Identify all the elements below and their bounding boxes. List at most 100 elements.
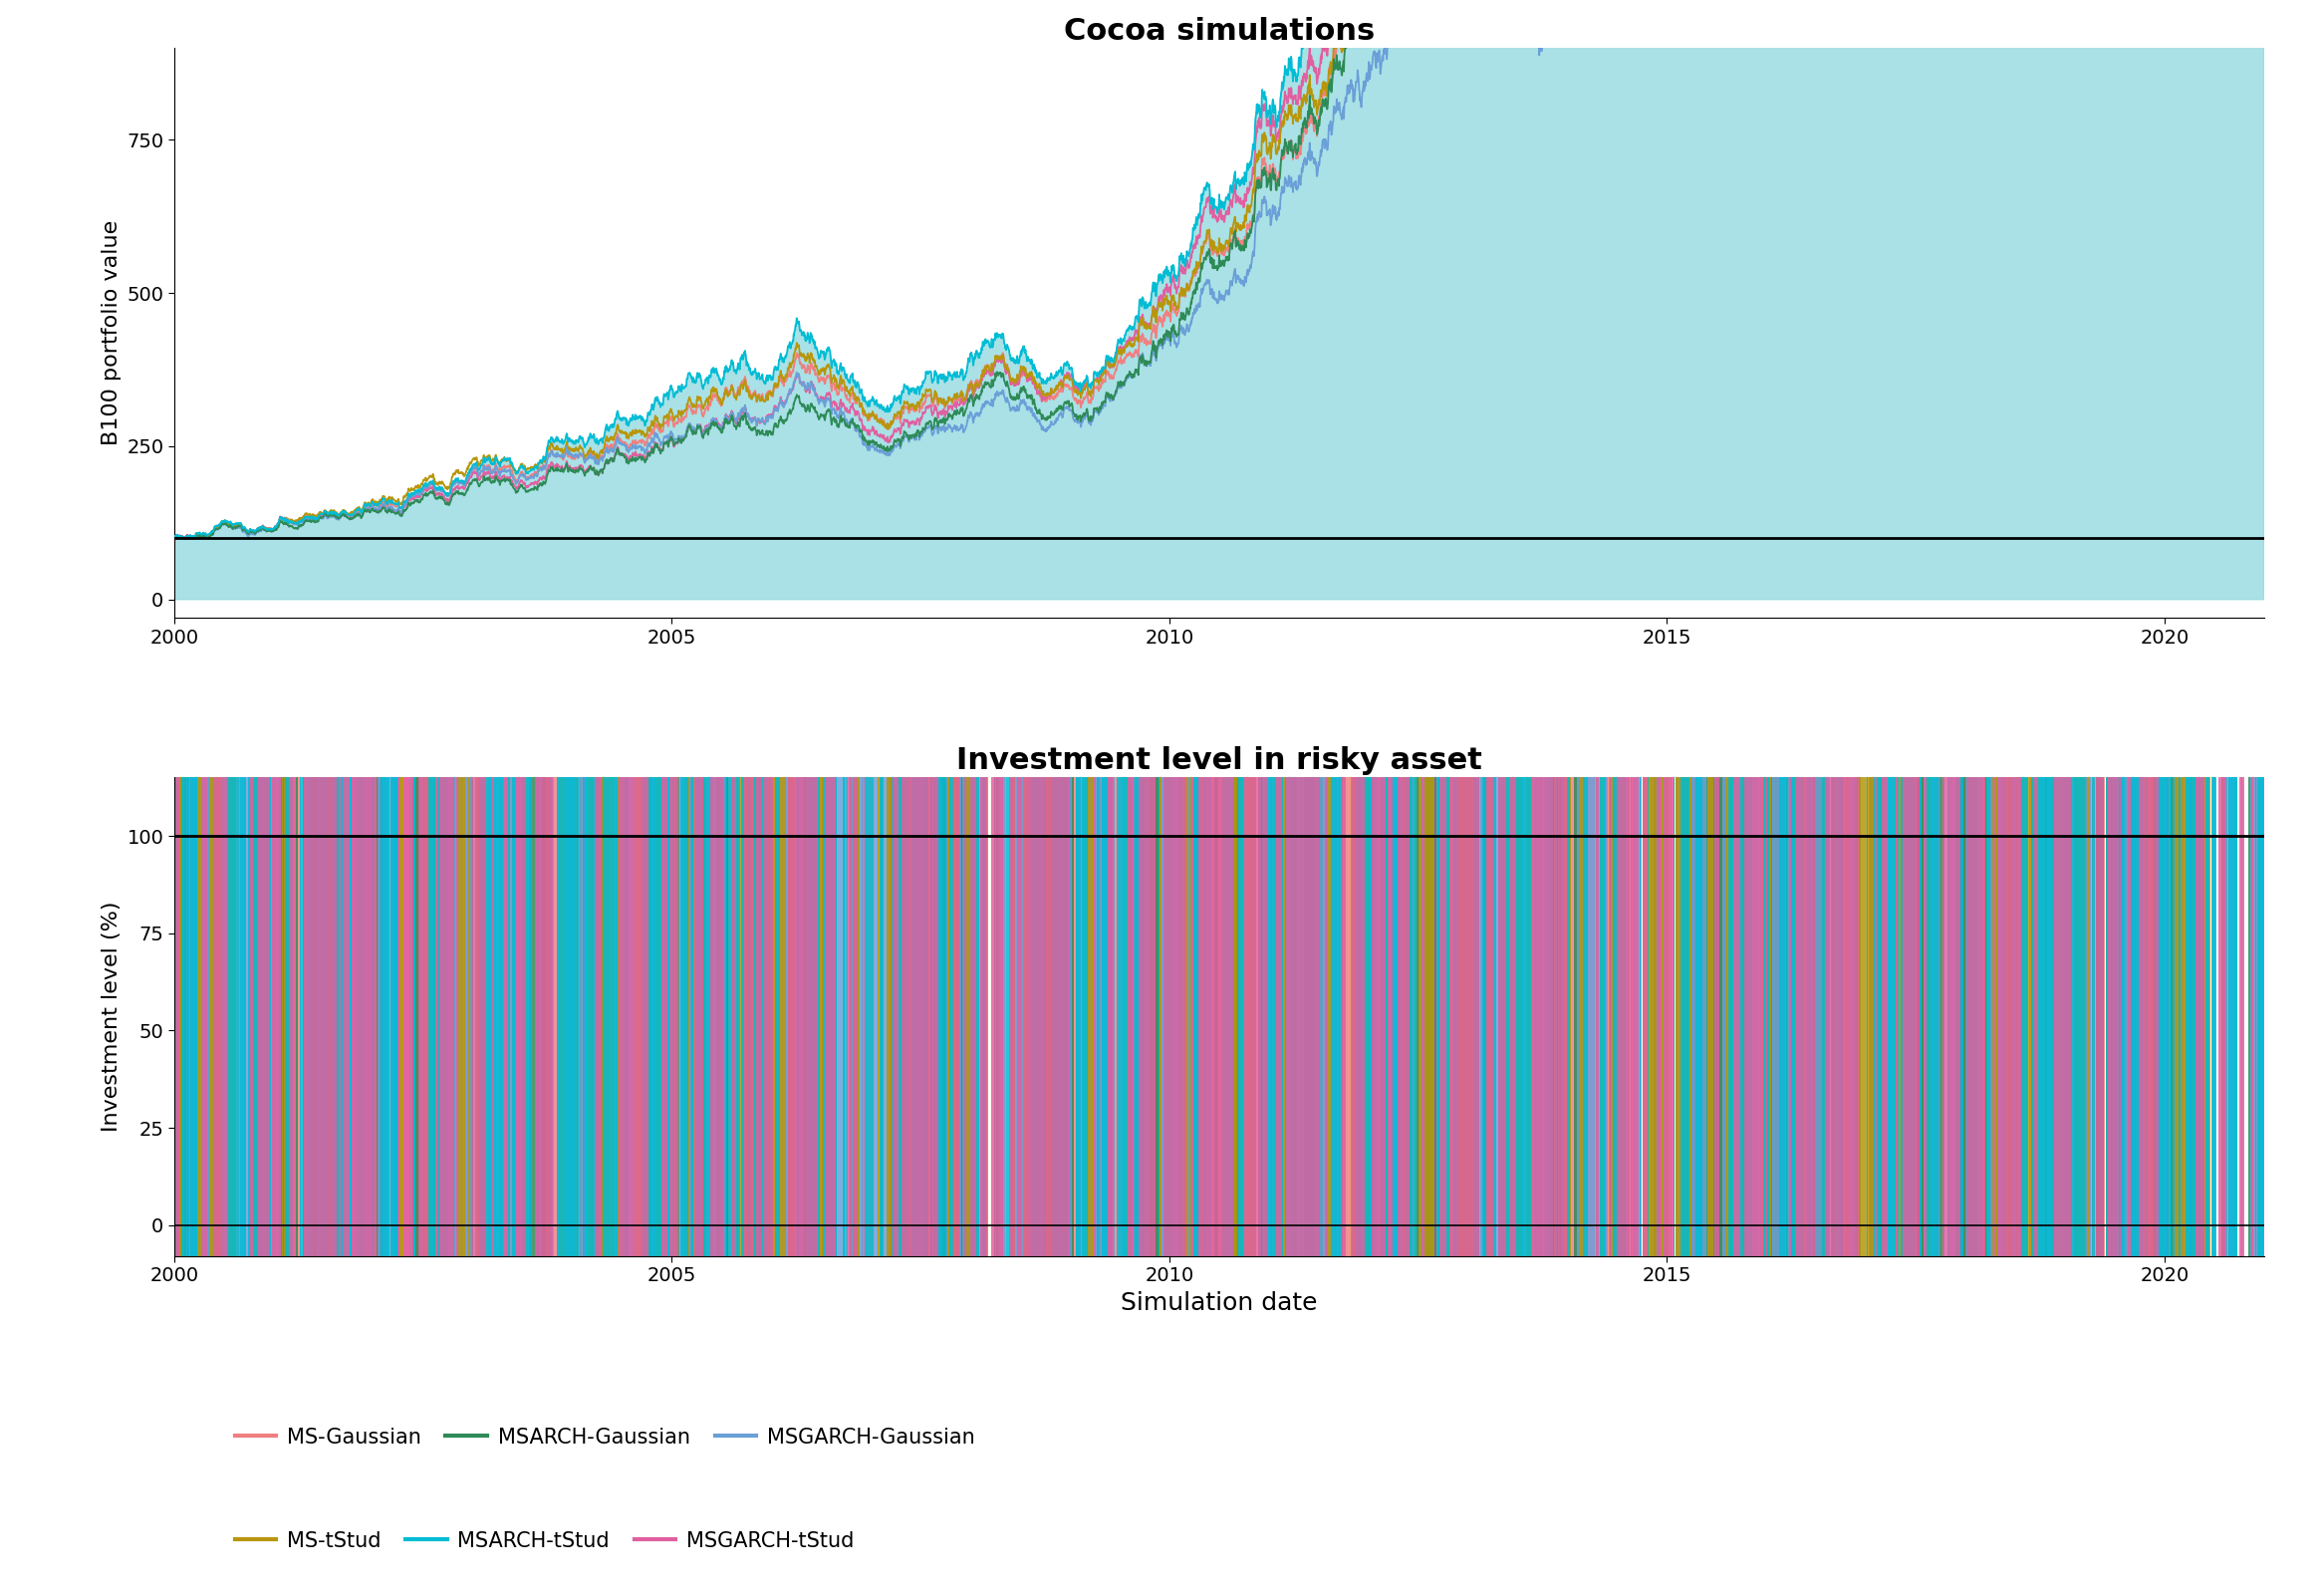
Bar <box>1082 777 1089 1256</box>
Bar <box>560 777 590 1256</box>
Bar <box>444 777 471 1256</box>
Bar <box>1502 777 1521 1256</box>
Bar <box>1937 777 1946 1256</box>
Bar <box>643 777 673 1256</box>
Bar <box>1043 777 1045 1256</box>
Bar <box>385 777 399 1256</box>
Bar <box>1238 777 1245 1256</box>
Bar <box>2211 777 2218 1256</box>
Bar <box>1983 777 1985 1256</box>
Bar <box>766 777 771 1256</box>
Bar <box>1751 777 1758 1256</box>
Bar <box>1955 777 1976 1256</box>
Bar <box>1742 777 1746 1256</box>
Bar <box>971 777 973 1256</box>
Bar <box>251 777 253 1256</box>
Bar <box>1147 777 1152 1256</box>
Bar <box>1108 777 1112 1256</box>
Bar <box>1221 777 1238 1256</box>
Bar <box>376 777 381 1256</box>
Bar <box>2050 777 2057 1256</box>
Bar <box>174 777 186 1256</box>
Bar <box>174 777 188 1256</box>
Bar <box>2034 777 2039 1256</box>
Bar <box>880 777 889 1256</box>
Bar <box>1247 777 1254 1256</box>
Bar <box>2020 777 2027 1256</box>
Bar <box>1839 777 1844 1256</box>
Bar <box>450 777 471 1256</box>
Bar <box>803 777 820 1256</box>
Bar <box>641 777 646 1256</box>
Bar <box>1240 777 1254 1256</box>
Bar <box>1923 777 1927 1256</box>
Bar <box>650 777 664 1256</box>
Bar <box>2009 777 2025 1256</box>
Bar <box>1556 777 1595 1256</box>
Bar <box>1384 777 1389 1256</box>
Bar <box>1955 777 1967 1256</box>
Bar <box>1440 777 1447 1256</box>
Bar <box>492 777 527 1256</box>
Bar <box>307 777 320 1256</box>
Bar <box>395 777 399 1256</box>
Bar <box>1820 777 1823 1256</box>
Bar <box>1238 777 1245 1256</box>
Bar <box>708 777 713 1256</box>
Bar <box>1149 777 1161 1256</box>
Bar <box>1182 777 1189 1256</box>
Bar <box>2108 777 2113 1256</box>
Bar <box>1567 777 1570 1256</box>
Bar <box>1198 777 1233 1256</box>
Bar <box>1551 777 1563 1256</box>
Bar <box>1024 777 1029 1256</box>
Bar <box>1312 777 1354 1256</box>
Bar <box>1762 777 1772 1256</box>
Bar <box>1128 777 1142 1256</box>
Bar <box>583 777 599 1256</box>
Bar <box>1402 777 1412 1256</box>
Bar <box>1474 777 1479 1256</box>
Bar <box>1444 777 1454 1256</box>
Bar <box>813 777 827 1256</box>
Bar <box>1398 777 1405 1256</box>
Bar <box>1834 777 1837 1256</box>
Bar <box>722 777 729 1256</box>
Bar <box>2020 777 2039 1256</box>
Bar <box>587 777 594 1256</box>
Bar <box>913 777 929 1256</box>
Bar <box>748 777 780 1256</box>
Bar <box>439 777 444 1256</box>
Bar <box>1405 777 1412 1256</box>
Bar <box>887 777 892 1256</box>
Bar <box>409 777 413 1256</box>
Bar <box>741 777 743 1256</box>
Bar <box>499 777 525 1256</box>
Bar <box>511 777 515 1256</box>
Bar <box>197 777 200 1256</box>
Bar <box>539 777 541 1256</box>
Bar <box>1135 777 1147 1256</box>
Bar <box>1906 777 1913 1256</box>
Bar <box>2053 777 2071 1256</box>
Bar <box>290 777 293 1256</box>
Bar <box>1600 777 1605 1256</box>
Bar <box>1816 777 1830 1256</box>
Bar <box>1161 777 1170 1256</box>
Bar <box>1221 777 1233 1256</box>
Bar <box>1040 777 1043 1256</box>
Bar <box>1795 777 1816 1256</box>
Bar <box>683 777 694 1256</box>
Bar <box>174 777 179 1256</box>
Bar <box>1807 777 1811 1256</box>
Bar <box>1303 777 1314 1256</box>
Bar <box>764 777 773 1256</box>
Bar <box>692 777 694 1256</box>
Bar <box>1967 777 1985 1256</box>
Bar <box>1869 777 1876 1256</box>
Bar <box>985 777 987 1256</box>
Bar <box>1563 777 1565 1256</box>
Bar <box>771 777 787 1256</box>
Bar <box>959 777 971 1256</box>
Bar <box>873 777 878 1256</box>
